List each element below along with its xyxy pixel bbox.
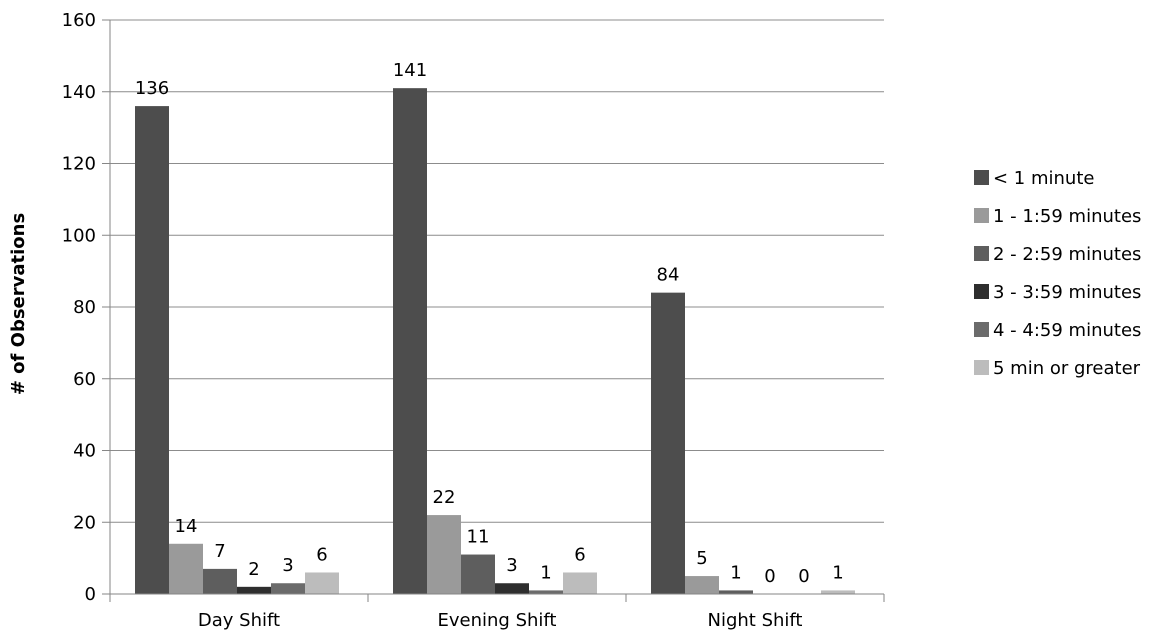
legend-label: 4 - 4:59 minutes xyxy=(993,320,1141,341)
legend-swatch xyxy=(974,246,989,261)
bar xyxy=(651,292,685,594)
y-tick-label: 60 xyxy=(73,369,96,390)
data-label: 1 xyxy=(730,562,741,583)
bar xyxy=(821,590,855,594)
bar xyxy=(135,106,169,594)
bar xyxy=(271,583,305,594)
legend-label: 3 - 3:59 minutes xyxy=(993,282,1141,303)
y-tick-label: 40 xyxy=(73,441,96,462)
bar xyxy=(393,88,427,594)
bar xyxy=(169,543,203,594)
data-label: 22 xyxy=(433,487,456,508)
legend-label: 1 - 1:59 minutes xyxy=(993,206,1141,227)
data-label: 7 xyxy=(214,541,225,562)
data-label: 11 xyxy=(467,527,490,548)
data-label: 0 xyxy=(764,566,775,587)
legend-swatch xyxy=(974,284,989,299)
legend-swatch xyxy=(974,322,989,337)
y-tick-label: 140 xyxy=(62,82,96,103)
data-label: 0 xyxy=(798,566,809,587)
legend-swatch xyxy=(974,208,989,223)
data-label: 84 xyxy=(657,265,680,286)
bar xyxy=(461,554,495,594)
x-category-label: Day Shift xyxy=(198,610,280,631)
y-axis-label: # of Observations xyxy=(8,213,29,395)
data-label: 14 xyxy=(175,516,198,537)
y-tick-label: 80 xyxy=(73,297,96,318)
data-label: 3 xyxy=(506,555,517,576)
bar xyxy=(719,590,753,594)
y-tick-label: 20 xyxy=(73,512,96,533)
y-tick-label: 160 xyxy=(62,10,96,31)
data-label: 3 xyxy=(282,555,293,576)
data-label: 2 xyxy=(248,559,259,580)
y-axis: 0 20 40 60 80 100 120 140 160 xyxy=(62,10,111,605)
y-tick-label: 120 xyxy=(62,154,96,175)
bar xyxy=(203,568,237,594)
data-label: 136 xyxy=(135,78,169,99)
gridlines xyxy=(110,19,884,523)
y-tick-label: 0 xyxy=(85,584,96,605)
legend-label: 2 - 2:59 minutes xyxy=(993,244,1141,265)
y-tick-label: 100 xyxy=(62,225,96,246)
data-labels: 136 14 7 2 3 6 141 22 11 3 1 6 84 5 1 0 0 1 xyxy=(135,60,844,587)
data-label: 6 xyxy=(574,544,585,565)
legend: < 1 minute 1 - 1:59 minutes 2 - 2:59 minut… xyxy=(974,168,1141,379)
legend-swatch xyxy=(974,360,989,375)
data-label: 5 xyxy=(696,548,707,569)
x-category-label: Evening Shift xyxy=(438,610,557,631)
bar xyxy=(685,576,719,594)
data-label: 1 xyxy=(540,562,551,583)
bar xyxy=(237,586,271,594)
bar xyxy=(427,515,461,594)
x-category-label: Night Shift xyxy=(708,610,803,631)
legend-swatch xyxy=(974,170,989,185)
bar xyxy=(495,583,529,594)
bar xyxy=(563,572,597,594)
legend-label: < 1 minute xyxy=(993,168,1094,189)
bar xyxy=(529,590,563,594)
bar xyxy=(305,572,339,594)
data-label: 141 xyxy=(393,60,427,81)
bars xyxy=(135,88,855,594)
x-axis: Day Shift Evening Shift Night Shift xyxy=(102,593,885,631)
legend-label: 5 min or greater xyxy=(993,358,1141,379)
data-label: 1 xyxy=(832,562,843,583)
data-label: 6 xyxy=(316,544,327,565)
